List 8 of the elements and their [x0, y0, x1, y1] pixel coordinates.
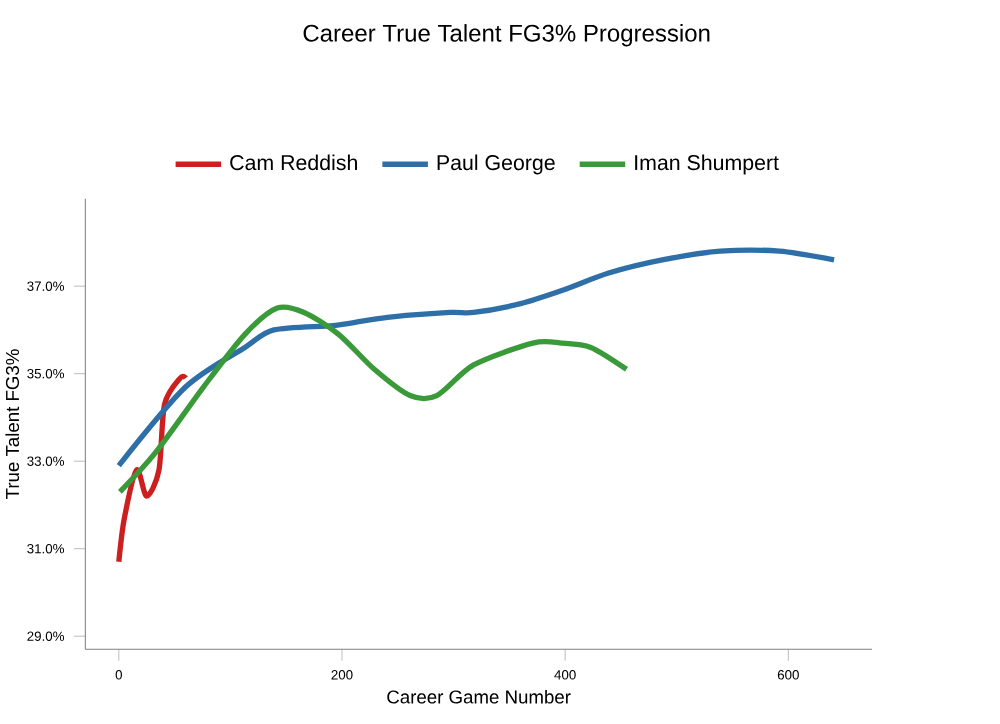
legend-label: Iman Shumpert — [635, 154, 779, 175]
line-series — [117, 304, 630, 495]
legend-label: Cam Reddish — [230, 154, 357, 171]
line-series — [116, 247, 837, 469]
x-axis-title: Career Game Number — [387, 689, 571, 704]
y-axis-title: True Talent FG3% — [5, 349, 20, 499]
legend-label: Paul George — [437, 154, 555, 175]
chart-title: Career True Talent FG3% Progression — [303, 24, 710, 47]
